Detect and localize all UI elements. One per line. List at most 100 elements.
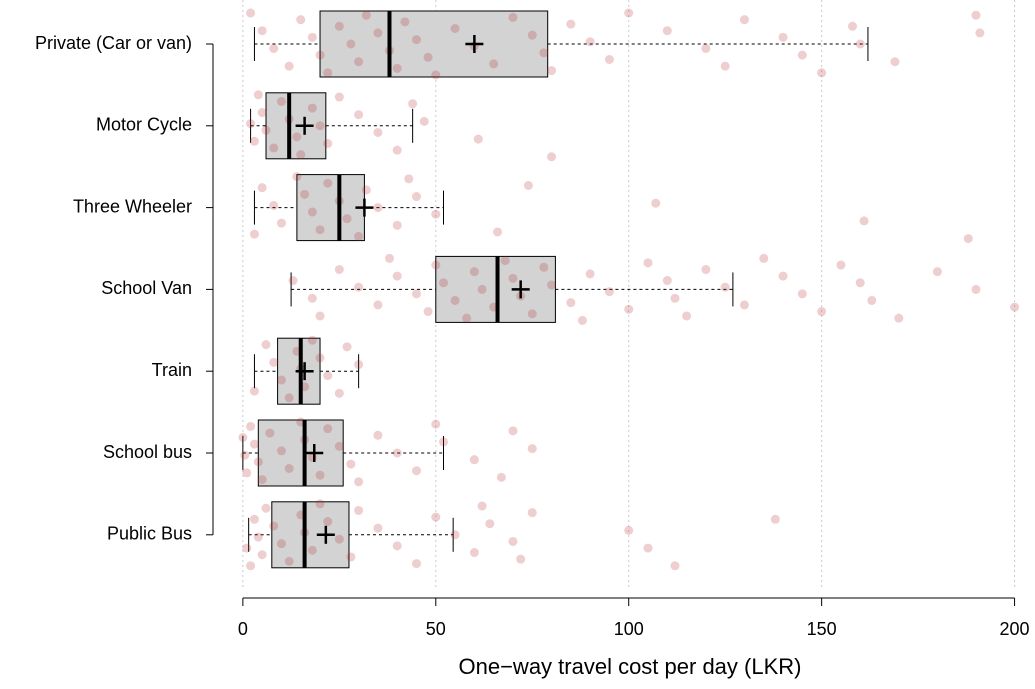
y-tick-label: School Van: [101, 278, 192, 298]
data-point: [412, 466, 421, 476]
data-point: [300, 189, 310, 199]
data-point: [682, 311, 692, 321]
data-point: [670, 293, 680, 303]
data-point: [932, 267, 942, 277]
data-point: [770, 514, 780, 524]
data-point: [400, 17, 410, 27]
data-point: [284, 61, 294, 71]
data-point: [508, 536, 518, 546]
x-tick-label: 100: [614, 619, 644, 639]
data-point: [859, 216, 869, 226]
data-point: [585, 269, 595, 279]
data-point: [384, 253, 394, 263]
data-point: [261, 125, 271, 135]
data-point: [516, 554, 526, 564]
data-point: [701, 43, 711, 53]
data-point: [392, 271, 402, 281]
data-point: [323, 178, 333, 188]
data-point: [867, 295, 877, 305]
data-point: [500, 256, 510, 266]
data-point: [624, 8, 634, 18]
data-point: [450, 24, 460, 33]
data-point: [643, 258, 653, 268]
data-point: [257, 550, 267, 560]
x-tick-label: 50: [426, 619, 446, 639]
data-point: [261, 340, 271, 350]
data-point: [257, 183, 267, 193]
data-point: [373, 430, 383, 440]
data-point: [354, 360, 364, 370]
data-point: [975, 28, 985, 38]
data-point: [361, 185, 371, 195]
data-point: [651, 198, 661, 208]
data-point: [323, 517, 333, 527]
data-point: [670, 561, 680, 571]
data-point: [249, 439, 259, 449]
data-point: [890, 57, 900, 67]
data-point: [249, 229, 259, 239]
y-tick-label: Three Wheeler: [73, 196, 192, 216]
data-point: [539, 262, 549, 272]
y-tick-label: Public Bus: [107, 524, 192, 544]
data-point: [408, 99, 418, 109]
data-point: [346, 552, 356, 562]
data-point: [307, 103, 317, 113]
data-point: [257, 475, 267, 485]
x-axis-label: One−way travel cost per day (LKR): [459, 654, 802, 679]
data-point: [848, 21, 858, 31]
y-tick-label: Train: [152, 360, 192, 380]
data-point: [242, 468, 252, 478]
data-point: [489, 59, 499, 69]
data-point: [315, 121, 325, 131]
box: [257, 419, 344, 487]
data-point: [307, 545, 317, 555]
data-point: [469, 267, 479, 277]
data-point: [257, 26, 267, 36]
data-point: [373, 28, 383, 38]
data-point: [585, 37, 595, 47]
data-point: [439, 437, 449, 447]
data-point: [431, 512, 441, 522]
data-point: [265, 428, 275, 438]
data-point: [292, 132, 302, 142]
data-point: [404, 174, 414, 184]
data-point: [240, 450, 250, 460]
data-point: [249, 514, 259, 524]
data-point: [392, 145, 402, 155]
data-point: [276, 539, 286, 549]
x-tick-label: 200: [1000, 619, 1030, 639]
data-point: [392, 63, 402, 73]
data-point: [315, 353, 325, 363]
data-point: [547, 152, 557, 162]
data-point: [477, 284, 487, 294]
data-point: [797, 50, 807, 60]
data-point: [566, 19, 576, 29]
data-point: [323, 371, 333, 381]
data-point: [963, 234, 973, 244]
data-point: [354, 282, 364, 292]
data-point: [284, 464, 294, 473]
data-point: [373, 523, 383, 533]
data-point: [246, 8, 256, 18]
data-point: [508, 273, 518, 283]
data-point: [662, 276, 672, 286]
data-point: [547, 280, 557, 290]
data-point: [315, 225, 325, 235]
data-point: [296, 15, 306, 25]
data-point: [624, 304, 634, 314]
data-point: [334, 534, 344, 544]
data-point: [242, 543, 252, 553]
data-point: [496, 472, 506, 482]
data-point: [296, 150, 306, 160]
data-point: [269, 521, 279, 531]
data-point: [257, 108, 267, 118]
data-point: [855, 278, 865, 288]
data-point: [354, 505, 364, 515]
data-point: [419, 116, 429, 126]
data-point: [284, 393, 294, 403]
y-tick-label: Private (Car or van): [35, 33, 192, 53]
data-point: [392, 541, 402, 551]
data-point: [261, 503, 271, 513]
box: [271, 501, 350, 569]
data-point: [577, 315, 587, 325]
